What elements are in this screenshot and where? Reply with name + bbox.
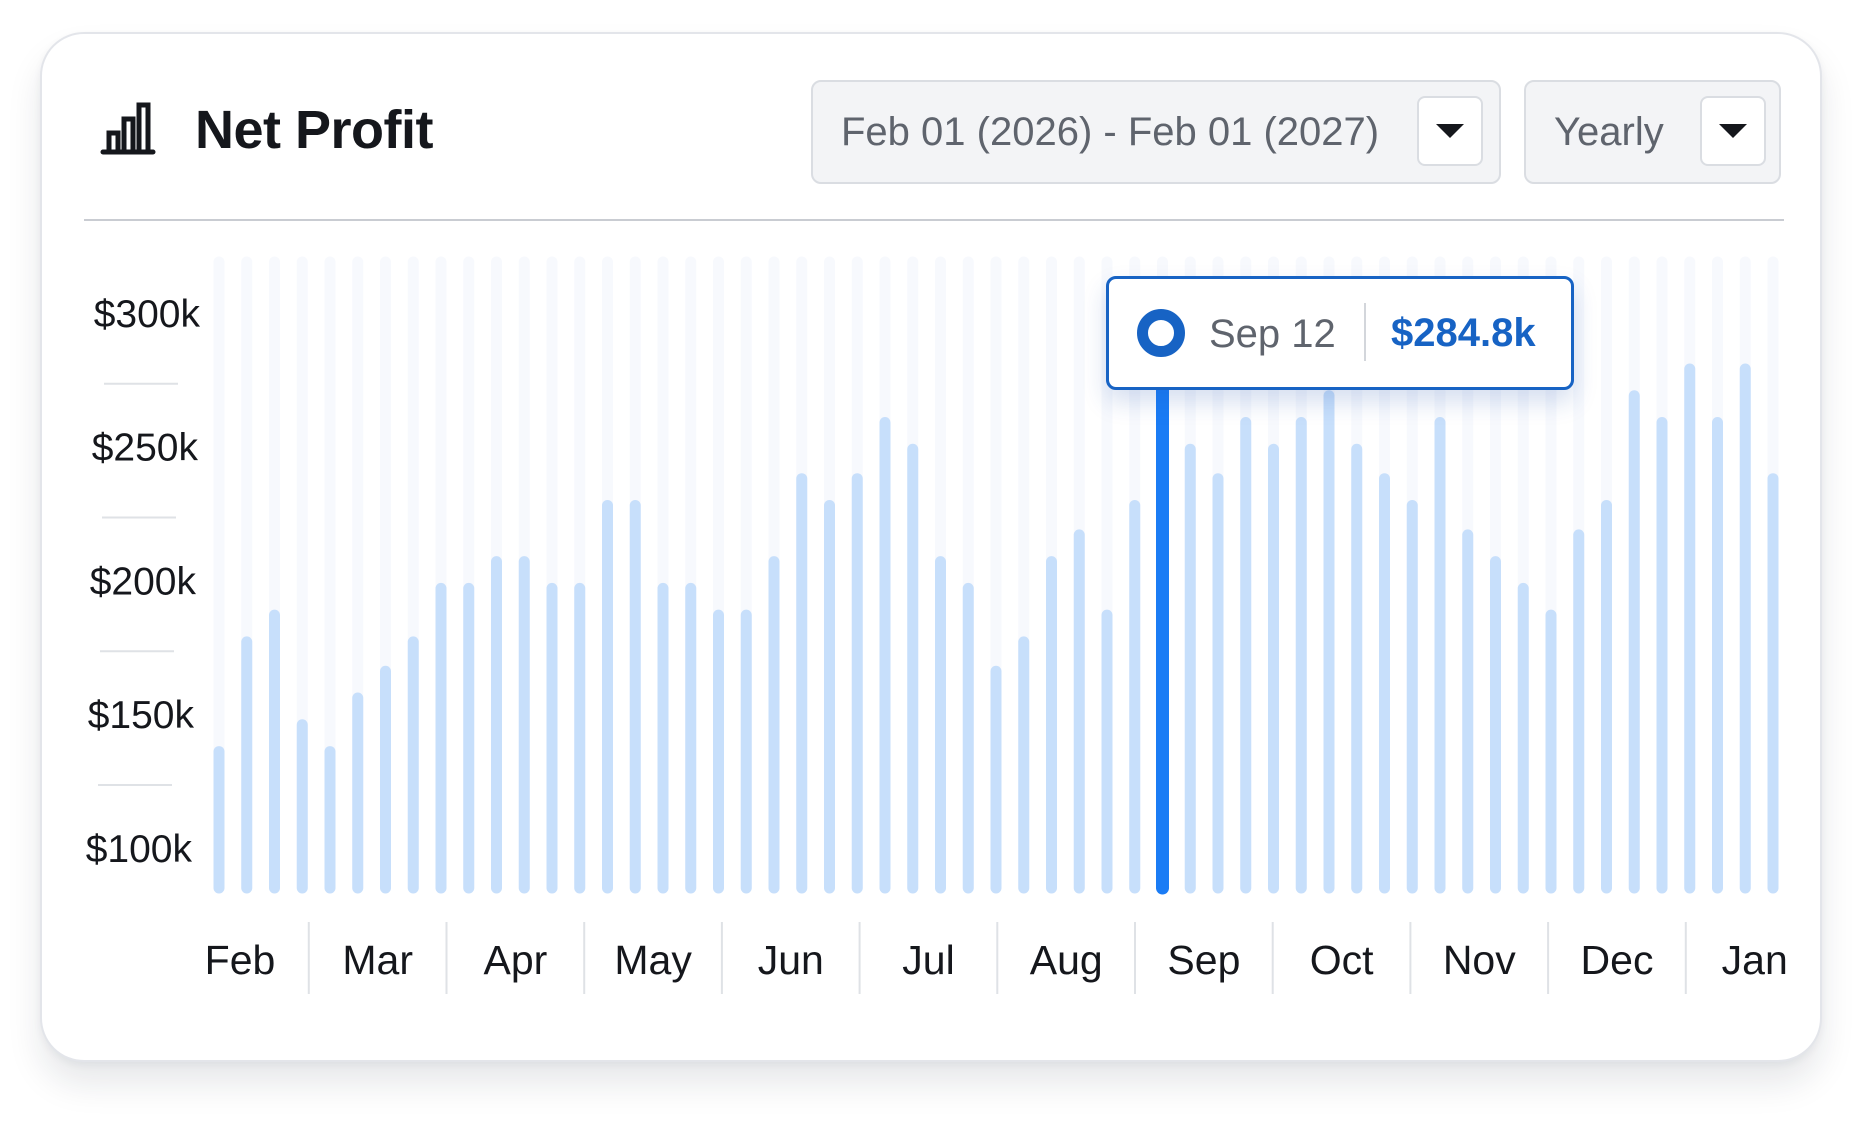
tooltip-separator <box>1364 303 1366 361</box>
period-value: Yearly <box>1554 109 1664 154</box>
y-tick-label: $300k <box>94 293 201 336</box>
chart-title: Net Profit <box>195 100 434 160</box>
period-select[interactable]: Yearly <box>1524 80 1781 184</box>
x-tick-label: Aug <box>1030 937 1103 983</box>
tooltip-value: $284.8k <box>1391 311 1536 355</box>
date-range-select[interactable]: Feb 01 (2026) - Feb 01 (2027) <box>811 80 1501 184</box>
y-tick-label: $100k <box>86 828 193 871</box>
x-tick-label: Jul <box>902 937 954 983</box>
x-tick-label: Apr <box>483 937 547 983</box>
chart-tooltip: Sep 12 $284.8k <box>1106 276 1574 390</box>
y-tick-label: $200k <box>90 560 197 603</box>
tooltip-marker-icon <box>1137 309 1185 357</box>
x-tick-label: Jun <box>758 937 824 983</box>
date-range-value: Feb 01 (2026) - Feb 01 (2027) <box>841 109 1380 154</box>
y-tick-label: $250k <box>92 427 199 470</box>
bar-chart-icon <box>100 102 156 155</box>
caret-down-icon <box>1719 124 1747 138</box>
x-tick-label: Dec <box>1581 937 1654 983</box>
x-tick-label: May <box>614 937 692 983</box>
x-tick-label: Mar <box>342 937 413 983</box>
period-dropdown-button[interactable] <box>1700 96 1766 166</box>
x-tick-label: Sep <box>1167 937 1240 983</box>
y-tick-label: $150k <box>88 694 195 737</box>
x-tick-label: Oct <box>1310 937 1374 983</box>
date-range-dropdown-button[interactable] <box>1417 96 1483 166</box>
caret-down-icon <box>1436 124 1464 138</box>
x-tick-label: Jan <box>1722 937 1788 983</box>
x-tick-label: Feb <box>205 937 276 983</box>
header-divider <box>84 219 1784 221</box>
tooltip-date: Sep 12 <box>1209 312 1336 356</box>
x-tick-label: Nov <box>1443 937 1516 983</box>
